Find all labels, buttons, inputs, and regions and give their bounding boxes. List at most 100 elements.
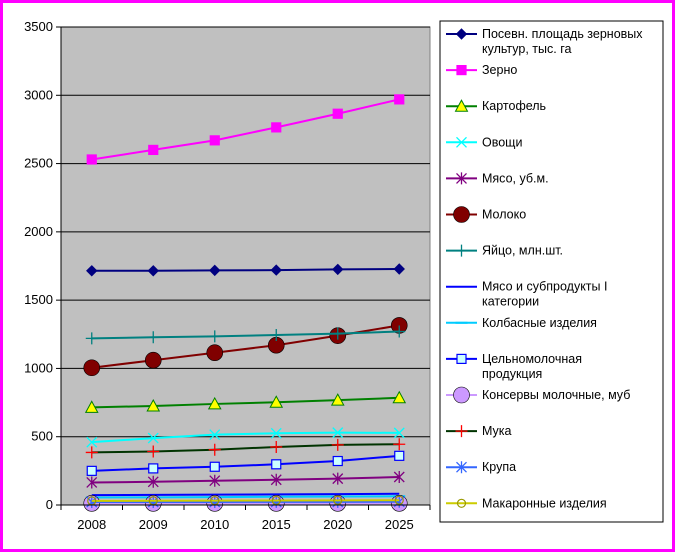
y-tick-label: 2500: [24, 156, 53, 171]
data-point: [393, 325, 406, 338]
data-point: [393, 263, 405, 275]
data-point: [147, 475, 159, 488]
series-group: [83, 94, 408, 512]
legend-marker: [453, 386, 470, 404]
data-point: [86, 436, 98, 448]
legend-label: Овощи: [482, 135, 522, 149]
y-tick-label: 1500: [24, 292, 53, 307]
legend-marker: [456, 136, 467, 148]
x-tick-label: 2025: [385, 517, 414, 532]
data-point: [147, 265, 159, 277]
legend-item: Яйцо, млн.шт.: [446, 244, 563, 258]
legend-label: Мука: [482, 424, 512, 438]
legend-item: Макаронные изделия: [446, 496, 607, 510]
series-line: [91, 443, 400, 454]
data-point: [270, 328, 283, 341]
legend-marker: [456, 172, 467, 185]
data-point: [209, 474, 221, 487]
data-point: [209, 461, 220, 472]
legend-marker: [456, 461, 467, 474]
data-point: [333, 495, 343, 505]
legend-item: Овощи: [446, 135, 522, 149]
legend-label: Колбасные изделия: [482, 316, 597, 330]
legend-item: Зерно: [446, 63, 517, 77]
data-point: [393, 427, 405, 439]
data-point: [208, 443, 221, 456]
data-point: [331, 438, 344, 451]
data-point: [271, 459, 282, 470]
data-point: [83, 359, 101, 377]
data-point: [270, 440, 283, 453]
series-line: [91, 499, 400, 502]
data-point: [209, 429, 221, 441]
data-point: [393, 471, 405, 484]
series-2: [86, 94, 405, 165]
series-5: [86, 471, 405, 489]
data-point: [148, 463, 159, 474]
data-point: [394, 495, 404, 505]
legend-marker: [454, 99, 469, 112]
series-line: [91, 454, 400, 472]
legend-marker: [456, 498, 467, 508]
legend-item: Колбасные изделия: [446, 316, 597, 330]
y-tick-label: 0: [46, 497, 53, 512]
data-point: [85, 446, 98, 459]
data-point: [270, 264, 282, 276]
series-7: [85, 325, 406, 345]
legend-marker: [455, 244, 468, 257]
legend-item: Молоко: [446, 206, 526, 223]
legend-item: Крупа: [446, 460, 516, 474]
legend-item: Картофель: [446, 99, 546, 113]
data-point: [86, 265, 98, 277]
series-line: [91, 98, 400, 161]
data-point: [332, 108, 343, 119]
legend-box: [439, 20, 664, 523]
data-point: [270, 427, 282, 439]
series-12: [85, 438, 406, 459]
data-point: [147, 445, 160, 458]
legend-marker: [455, 425, 468, 438]
y-tick-label: 1000: [24, 360, 53, 375]
data-point: [271, 122, 282, 133]
y-tick-label: 500: [31, 429, 53, 444]
data-point: [208, 330, 221, 343]
data-point: [147, 432, 159, 444]
y-tick-label: 3500: [24, 19, 53, 34]
legend-item: Мясо, уб.м.: [446, 171, 549, 185]
data-point: [206, 344, 224, 362]
data-point: [147, 331, 160, 344]
data-point: [209, 135, 220, 146]
series-1: [86, 263, 405, 277]
legend-label: Посевн. площадь зерновых: [482, 27, 643, 41]
series-line: [91, 330, 400, 340]
data-point: [148, 144, 159, 156]
data-point: [146, 398, 161, 412]
legend-marker: [453, 206, 470, 223]
legend-label: Зерно: [482, 63, 517, 77]
legend-label: Мясо и субпродукты I: [482, 280, 607, 294]
axes: 0 500 1000 1500 2000 2500 3000 3500 2008 2009 2010…: [24, 19, 431, 532]
legend-marker: [456, 353, 467, 364]
x-tick-label: 2008: [77, 517, 106, 532]
data-point: [209, 264, 221, 277]
legend-label: Цельномолочная: [482, 352, 582, 366]
legend-label: Консервы молочные, муб: [482, 388, 630, 402]
data-point: [392, 390, 407, 404]
legend-label: культур, тыс. га: [482, 42, 571, 56]
legend-label: Мясо, уб.м.: [482, 171, 549, 185]
legend-label: продукция: [482, 367, 542, 381]
data-point: [86, 476, 98, 489]
legend-marker: [456, 64, 467, 76]
data-point: [144, 351, 162, 369]
series-line: [91, 268, 400, 272]
data-point: [269, 395, 284, 408]
data-point: [85, 332, 98, 345]
data-point: [393, 438, 406, 451]
legend-label: категории: [482, 295, 539, 309]
legend-label: Картофель: [482, 99, 546, 113]
data-point: [270, 473, 282, 486]
data-point: [207, 396, 222, 410]
series-line: [91, 476, 400, 484]
series-3: [84, 390, 407, 413]
